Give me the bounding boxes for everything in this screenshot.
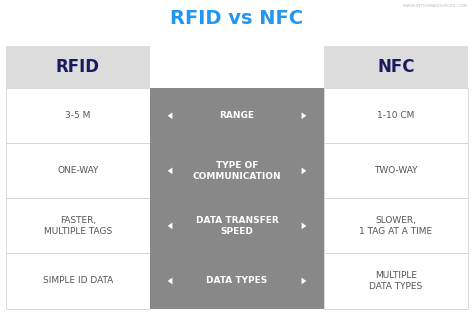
Polygon shape xyxy=(168,167,173,174)
Text: FASTER,
MULTIPLE TAGS: FASTER, MULTIPLE TAGS xyxy=(44,216,112,236)
Text: ONE-WAY: ONE-WAY xyxy=(57,166,99,175)
Text: RFID vs NFC: RFID vs NFC xyxy=(171,9,303,28)
Bar xyxy=(6,143,150,198)
Bar xyxy=(324,46,468,88)
Text: MULTIPLE
DATA TYPES: MULTIPLE DATA TYPES xyxy=(369,271,423,291)
Polygon shape xyxy=(168,112,173,119)
Bar xyxy=(324,254,468,309)
Bar xyxy=(6,198,150,254)
Bar xyxy=(6,254,150,309)
Text: TYPE OF
COMMUNICATION: TYPE OF COMMUNICATION xyxy=(193,161,281,181)
Text: RFID: RFID xyxy=(56,58,100,76)
Text: NFC: NFC xyxy=(377,58,415,76)
Polygon shape xyxy=(301,278,306,284)
Text: 3-5 M: 3-5 M xyxy=(65,111,91,120)
Text: DATA TYPES: DATA TYPES xyxy=(206,276,268,285)
Text: WWW.INTEGRASOURCES.COM: WWW.INTEGRASOURCES.COM xyxy=(403,3,468,8)
Text: RANGE: RANGE xyxy=(219,111,255,120)
Polygon shape xyxy=(301,223,306,229)
Polygon shape xyxy=(168,223,173,229)
Bar xyxy=(324,198,468,254)
Text: DATA TRANSFER
SPEED: DATA TRANSFER SPEED xyxy=(196,216,278,236)
Bar xyxy=(150,143,324,198)
Text: 1-10 CM: 1-10 CM xyxy=(377,111,415,120)
Bar xyxy=(150,254,324,309)
Bar xyxy=(6,46,150,88)
Bar xyxy=(324,143,468,198)
Bar xyxy=(6,88,150,143)
Text: TWO-WAY: TWO-WAY xyxy=(374,166,418,175)
Text: SIMPLE ID DATA: SIMPLE ID DATA xyxy=(43,276,113,285)
Text: SLOWER,
1 TAG AT A TIME: SLOWER, 1 TAG AT A TIME xyxy=(359,216,433,236)
Polygon shape xyxy=(301,167,306,174)
Bar xyxy=(150,198,324,254)
Polygon shape xyxy=(301,112,306,119)
Polygon shape xyxy=(168,278,173,284)
Bar xyxy=(324,88,468,143)
Bar xyxy=(150,88,324,143)
